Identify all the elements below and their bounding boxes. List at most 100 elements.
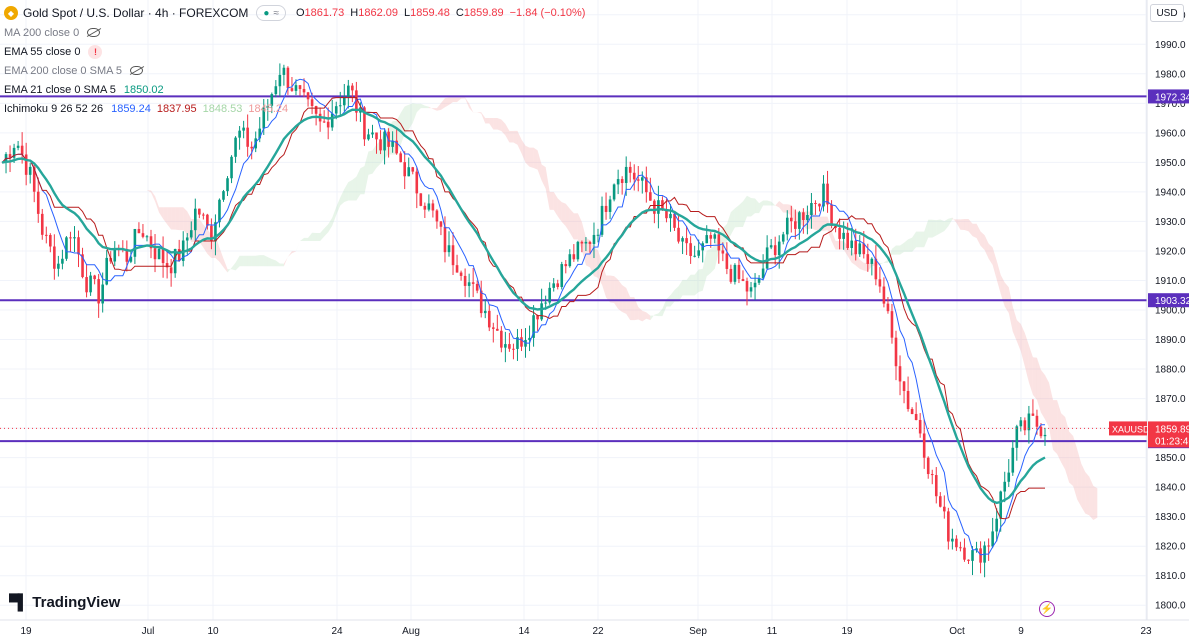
ichimoku-cloud-segment — [879, 262, 884, 265]
candle-body — [516, 337, 519, 349]
candle-body — [61, 258, 64, 264]
time-tick-label: 11 — [767, 626, 778, 637]
ichimoku-cloud-segment — [823, 216, 828, 231]
candle-body — [367, 134, 370, 140]
candle-body — [858, 243, 862, 255]
indicator-ema200[interactable]: EMA 200 close 0 SMA 5 — [4, 61, 591, 80]
ichimoku-cloud-segment — [444, 97, 449, 108]
candle-body — [580, 241, 584, 244]
ichimoku-cloud-segment — [316, 232, 321, 241]
candle-body — [604, 205, 608, 212]
ichimoku-conversion-value: 1859.24 — [111, 102, 151, 115]
ichimoku-cloud-segment — [263, 255, 268, 267]
time-tick-label: 19 — [20, 626, 32, 637]
indicator-ma200[interactable]: MA 200 close 0 — [4, 23, 591, 42]
candle-body — [334, 106, 338, 114]
ichimoku-cloud-segment — [404, 104, 409, 134]
lightning-icon[interactable]: ⚡ — [1039, 601, 1055, 617]
ichimoku-span-b-value: 1845.24 — [248, 102, 289, 115]
candle-body — [657, 200, 660, 214]
ichimoku-cloud-segment — [247, 255, 252, 267]
tradingview-logo[interactable]: ▀▌ TradingView — [9, 594, 120, 611]
candle-body — [57, 263, 60, 269]
candle-body — [979, 548, 982, 563]
indicator-ichimoku[interactable]: Ichimoku 9 26 52 26 1859.24 1837.95 1848… — [4, 99, 591, 118]
ichimoku-cloud-segment — [223, 258, 228, 273]
ichimoku-cloud-segment — [155, 196, 160, 213]
price-tick-label: 1980.0 — [1155, 69, 1186, 80]
ichimoku-cloud-segment — [674, 286, 679, 302]
ichimoku-cloud-segment — [630, 297, 635, 321]
ichimoku-cloud-segment — [151, 190, 156, 202]
ichimoku-cloud-segment — [747, 195, 752, 217]
ichimoku-cloud-segment — [883, 259, 888, 263]
warning-icon[interactable]: ! — [88, 44, 103, 59]
candle-body — [137, 228, 141, 234]
symbol-title[interactable]: Gold Spot / U.S. Dollar · 4h · FOREXCOM — [23, 6, 249, 20]
price-tick-label: 1900.0 — [1155, 306, 1186, 317]
candle-body — [463, 275, 467, 286]
market-status-pill[interactable]: ● ≈ — [256, 5, 286, 21]
indicator-ema21[interactable]: EMA 21 close 0 SMA 5 1850.02 — [4, 80, 591, 99]
candle-body — [1035, 415, 1039, 427]
candle-body — [947, 511, 950, 542]
indicator-ema200-label: EMA 200 close 0 SMA 5 — [4, 64, 123, 77]
ichimoku-cloud-segment — [577, 213, 582, 250]
ichimoku-cloud-segment — [573, 213, 578, 240]
ichimoku-cloud-segment — [928, 219, 933, 238]
candle-body — [491, 327, 495, 329]
price-tick-label: 1850.0 — [1155, 453, 1186, 464]
candle-body — [1015, 426, 1019, 448]
ichimoku-cloud-segment — [755, 198, 760, 214]
candle-body — [12, 147, 16, 158]
ichimoku-cloud-segment — [1016, 319, 1021, 352]
candle-body — [81, 254, 84, 278]
price-tick-label: 1990.0 — [1155, 40, 1186, 51]
candle-body — [930, 474, 934, 476]
ichimoku-cloud-segment — [1028, 345, 1033, 395]
ichimoku-cloud-segment — [461, 97, 466, 99]
candle-body — [556, 283, 560, 287]
candle-body — [870, 258, 874, 264]
candle-body — [266, 105, 270, 109]
currency-selector[interactable]: USD — [1150, 4, 1184, 22]
hidden-eye-icon[interactable] — [87, 28, 101, 37]
ichimoku-cloud-segment — [118, 154, 123, 156]
ichimoku-cloud-segment — [537, 150, 542, 181]
candle-body — [403, 162, 407, 177]
ichimoku-cloud-segment — [513, 130, 518, 145]
ichimoku-cloud-segment — [521, 139, 526, 163]
ichimoku-cloud-segment — [291, 251, 296, 254]
hidden-eye-icon[interactable] — [130, 66, 144, 75]
ichimoku-cloud-segment — [251, 255, 256, 267]
ichimoku-cloud-segment — [678, 279, 683, 302]
candle-body — [520, 337, 523, 347]
candle-body — [838, 227, 841, 239]
price-tick-label: 1840.0 — [1155, 483, 1186, 494]
indicator-ema55[interactable]: EMA 55 close 0 ! — [4, 42, 591, 61]
candle-body — [153, 248, 157, 260]
candle-body — [455, 265, 459, 273]
ema21-line — [1, 108, 1046, 505]
candle-body — [1027, 413, 1031, 431]
ichimoku-cloud-segment — [767, 200, 772, 206]
ichimoku-cloud-segment — [972, 223, 977, 239]
candle-body — [669, 213, 672, 219]
candle-body — [975, 548, 978, 551]
price-tick-label: 1970.0 — [1155, 99, 1186, 110]
candle-body — [636, 179, 640, 181]
candle-body — [697, 250, 700, 256]
candle-body — [161, 248, 165, 264]
ichimoku-cloud-segment — [183, 207, 188, 235]
candle-body — [934, 475, 938, 497]
market-open-dot-icon: ● — [263, 7, 270, 19]
ichimoku-cloud-segment — [569, 208, 574, 240]
gold-symbol-icon: ◆ — [4, 6, 18, 20]
candle-body — [717, 234, 721, 251]
ichimoku-cloud-segment — [142, 179, 147, 191]
candle-body — [540, 303, 543, 320]
candle-body — [234, 137, 237, 157]
ichimoku-cloud-segment — [710, 245, 715, 273]
